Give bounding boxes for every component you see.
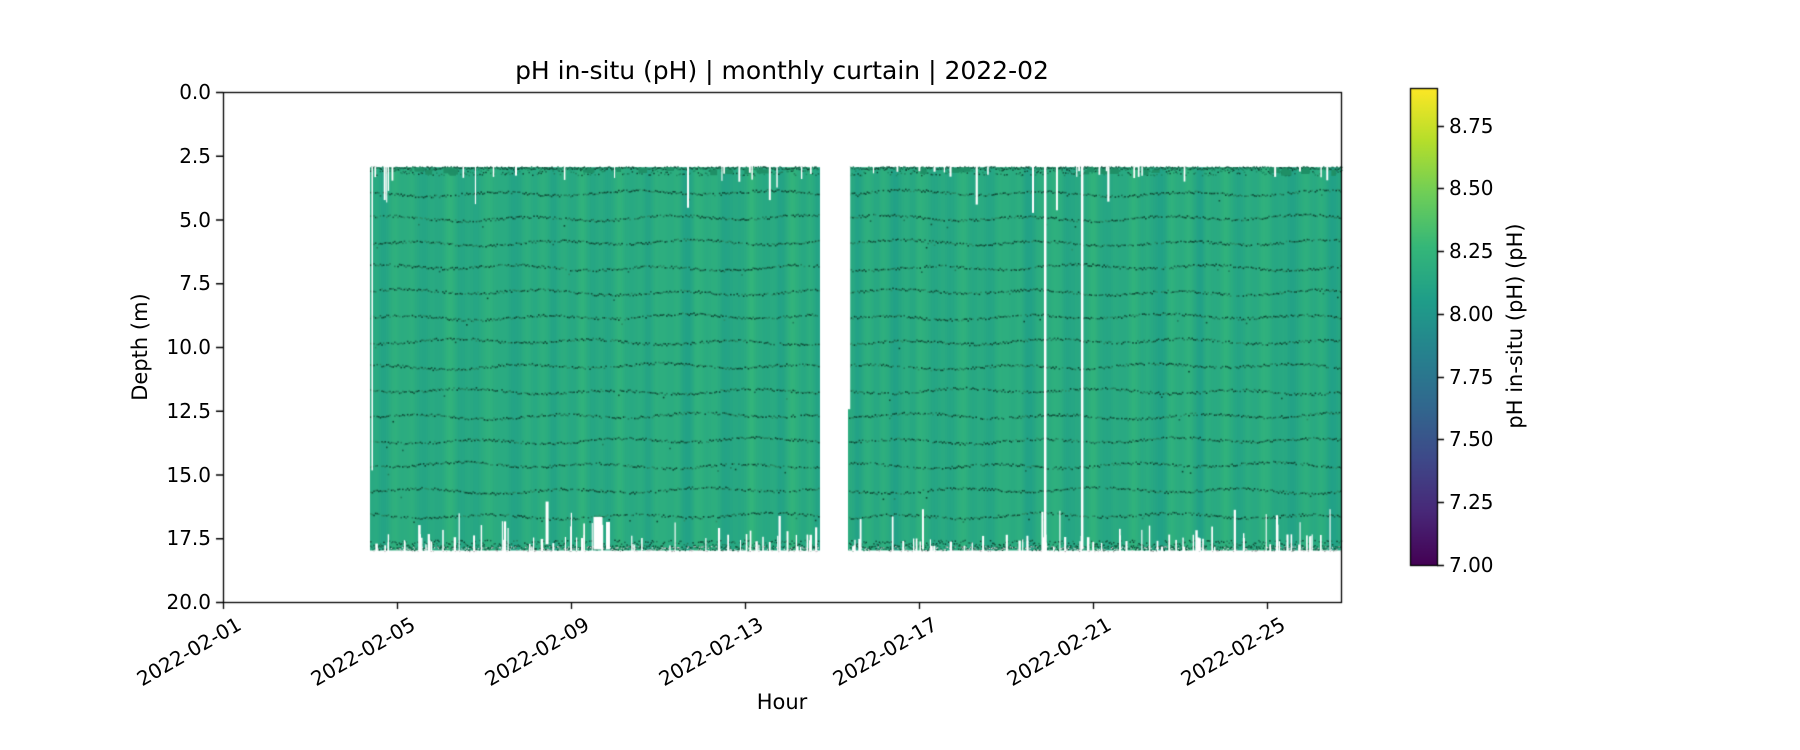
y-axis-label: Depth (m) (128, 293, 152, 401)
chart-title: pH in-situ (pH) | monthly curtain | 2022… (515, 56, 1049, 85)
y-tick-label: 12.5 (166, 398, 211, 423)
colorbar-tick-label: 8.75 (1449, 113, 1494, 138)
colorbar-tick-label: 7.25 (1449, 490, 1494, 515)
colorbar-tick-label: 7.75 (1449, 364, 1494, 389)
y-tick-label: 10.0 (166, 335, 211, 359)
colorbar-tick-label: 7.50 (1449, 427, 1494, 452)
x-axis-label: Hour (756, 690, 808, 714)
y-tick-label: 0.0 (179, 80, 211, 104)
colorbar-tick-label: 8.00 (1449, 301, 1494, 326)
colorbar-tick-label: 7.00 (1449, 553, 1494, 577)
y-tick-label: 7.5 (179, 271, 211, 296)
y-tick-label: 17.5 (166, 526, 211, 551)
colorbar-tick-label: 8.50 (1449, 176, 1494, 201)
colorbar-label: pH in-situ (pH) (pH) (1503, 223, 1527, 429)
y-tick-label: 20.0 (166, 590, 211, 614)
y-tick-label: 2.5 (179, 143, 211, 168)
y-tick-label: 15.0 (166, 462, 211, 487)
colorbar-tick-label: 8.25 (1449, 239, 1494, 264)
y-tick-label: 5.0 (179, 207, 211, 232)
